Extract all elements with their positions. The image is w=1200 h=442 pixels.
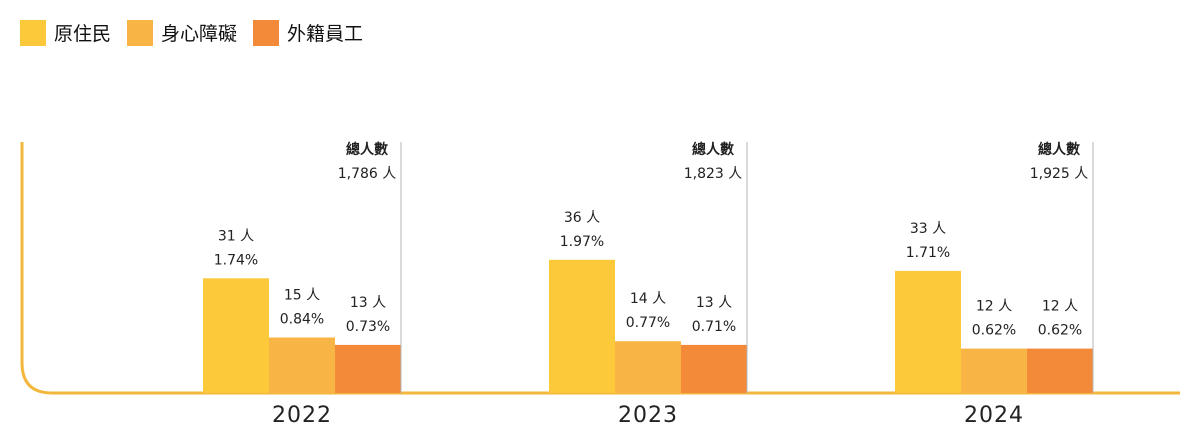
legend-label-disability: 身心障礙	[161, 23, 238, 45]
pct-label-2023-series-1: 1.97%	[560, 234, 604, 250]
legend-label-indigenous: 原住民	[54, 23, 112, 45]
total-title-2024: 總人數	[1038, 141, 1080, 158]
total-title-2022: 總人數	[346, 141, 388, 158]
legend-swatch-indigenous	[20, 19, 46, 46]
count-label-2023-series-3: 13 人	[696, 295, 732, 311]
pct-label-2024-series-3: 0.62%	[1038, 323, 1082, 339]
x-tick-label-2023: 2023	[618, 403, 678, 428]
pct-label-2024-series-2: 0.62%	[972, 323, 1016, 339]
bar-2022-series-3	[335, 344, 401, 393]
count-label-2022-series-1: 31 人	[218, 228, 254, 244]
count-label-2024-series-2: 12 人	[976, 299, 1012, 315]
bar-2022-series-2	[269, 337, 335, 393]
legend-label-foreign: 外籍員工	[287, 23, 364, 45]
x-axis-line	[20, 142, 1180, 395]
legend-item-disability: 身心障礙	[127, 19, 237, 46]
bar-2023-series-1	[549, 259, 615, 393]
pct-label-2023-series-2: 0.77%	[626, 315, 670, 331]
x-tick-label-2024: 2024	[964, 403, 1024, 428]
count-label-2024-series-3: 12 人	[1042, 299, 1078, 315]
legend-item-indigenous: 原住民	[20, 19, 111, 46]
total-value-2024: 1,925 人	[1030, 166, 1089, 182]
bar-2023-series-3	[681, 344, 747, 393]
count-label-2023-series-2: 14 人	[630, 291, 666, 307]
x-tick-label-2022: 2022	[272, 403, 332, 428]
legend-swatch-disability	[127, 19, 154, 46]
total-value-2023: 1,823 人	[684, 166, 743, 182]
bar-2024-series-1	[895, 270, 961, 393]
legend-item-foreign: 外籍員工	[253, 19, 363, 46]
pct-label-2022-series-3: 0.73%	[346, 319, 390, 335]
count-label-2023-series-1: 36 人	[564, 210, 600, 226]
pct-label-2022-series-1: 1.74%	[214, 252, 258, 268]
count-label-2024-series-1: 33 人	[910, 221, 946, 237]
bar-2023-series-2	[615, 341, 681, 393]
bar-2024-series-3	[1027, 348, 1093, 393]
count-label-2022-series-2: 15 人	[284, 288, 320, 304]
total-value-2022: 1,786 人	[338, 166, 397, 182]
chart-legend: 原住民 身心障礙 外籍員工	[20, 19, 379, 46]
count-label-2022-series-3: 13 人	[350, 295, 386, 311]
pct-label-2023-series-3: 0.71%	[692, 319, 736, 335]
total-title-2023: 總人數	[692, 141, 734, 158]
bar-2022-series-1	[203, 278, 269, 393]
pct-label-2024-series-1: 1.71%	[906, 245, 950, 261]
pct-label-2022-series-2: 0.84%	[280, 312, 324, 328]
legend-swatch-foreign	[253, 19, 280, 46]
bar-2024-series-2	[961, 348, 1027, 393]
